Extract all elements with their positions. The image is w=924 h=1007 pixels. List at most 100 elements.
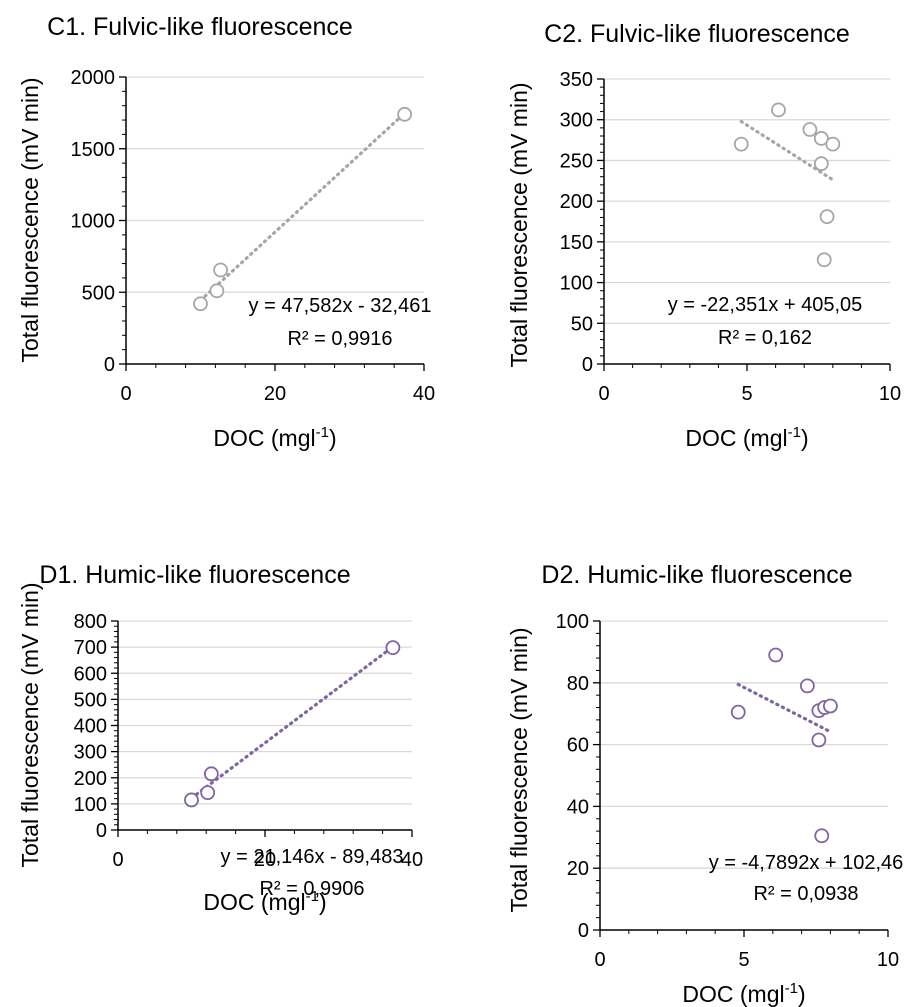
x-tick-label: 10 xyxy=(879,383,901,405)
r-squared: R² = 0,162 xyxy=(718,327,812,349)
x-axis-label-close: ) xyxy=(329,425,337,451)
y-tick-label: 0 xyxy=(104,354,115,376)
y-tick-label: 40 xyxy=(567,796,589,818)
y-tick-label: 100 xyxy=(74,794,107,816)
x-axis-label-close: ) xyxy=(319,889,327,915)
chart-d2: D2. Humic-like fluorescence 0 20 40 60 80 100 0… xyxy=(506,561,903,1007)
chart-title: D2. Humic-like fluorescence xyxy=(541,561,852,589)
x-axis-label-superscript: -1 xyxy=(316,424,329,441)
y-tick-label: 50 xyxy=(571,313,593,335)
trendline xyxy=(739,119,835,182)
data-point xyxy=(771,102,786,118)
trendline xyxy=(198,111,407,302)
x-tick-label: 20 xyxy=(264,383,286,405)
data-point xyxy=(814,828,830,844)
chart-c2: C2. Fulvic-like fluorescence 0 50 100 150 200… xyxy=(506,20,901,451)
x-tick-label: 40 xyxy=(413,383,435,405)
trend-equation: y = -22,351x + 405,05 xyxy=(668,294,863,316)
y-tick-label: 2000 xyxy=(71,67,116,89)
y-tick-label: 400 xyxy=(74,716,107,738)
x-axis-label-main: DOC (mgl xyxy=(685,425,787,451)
y-tick-label: 300 xyxy=(74,742,107,764)
trendline xyxy=(189,645,395,800)
y-axis-label: Total fluorescence (mV min) xyxy=(506,627,532,912)
chart-c1: C1. Fulvic-like fluorescence 0 500 1000 1500… xyxy=(17,13,435,451)
y-tick-label: 600 xyxy=(74,663,107,685)
x-axis-label-superscript: -1 xyxy=(788,424,801,441)
y-tick-label: 60 xyxy=(567,735,589,757)
data-point xyxy=(200,785,216,801)
x-axis-label-superscript: -1 xyxy=(785,980,798,997)
x-axis-label-main: DOC (mgl xyxy=(213,425,315,451)
data-point xyxy=(209,283,225,299)
data-point xyxy=(811,732,827,748)
data-point xyxy=(819,209,835,225)
r-squared: R² = 0,9916 xyxy=(287,328,392,350)
y-tick-label: 0 xyxy=(582,354,593,376)
data-point xyxy=(203,766,219,782)
data-point xyxy=(813,131,829,146)
data-point xyxy=(813,156,829,172)
x-tick-label: 0 xyxy=(120,383,131,405)
chart-title: C1. Fulvic-like fluorescence xyxy=(47,13,353,41)
y-axis-label: Total fluorescence (mV min) xyxy=(17,77,43,362)
x-axis-label: DOC (mgl-1) xyxy=(685,424,808,451)
data-point xyxy=(816,252,832,268)
x-axis-label-main: DOC (mgl xyxy=(682,981,784,1007)
y-tick-label: 500 xyxy=(82,282,115,304)
r-squared: R² = 0,9906 xyxy=(259,878,364,900)
data-point xyxy=(733,136,749,152)
y-tick-label: 80 xyxy=(567,673,589,695)
trend-equation: y = -4,7892x + 102,46 xyxy=(709,852,904,874)
y-tick-label: 1000 xyxy=(71,211,116,233)
x-tick-label: 0 xyxy=(594,949,605,971)
y-tick-label: 300 xyxy=(560,110,593,132)
trend-equation: y = 21,146x - 89,483 xyxy=(221,846,404,868)
y-axis-label: Total fluorescence (mV min) xyxy=(506,82,532,367)
y-tick-label: 150 xyxy=(560,232,593,254)
y-tick-label: 700 xyxy=(74,637,107,659)
chart-title: C2. Fulvic-like fluorescence xyxy=(544,20,850,48)
chart-title: D1. Humic-like fluorescence xyxy=(39,561,350,589)
trendline xyxy=(736,682,833,734)
y-tick-label: 0 xyxy=(578,920,589,942)
y-tick-label: 100 xyxy=(560,273,593,295)
data-point xyxy=(768,647,784,663)
x-axis-label-main: DOC (mgl xyxy=(203,889,305,915)
y-tick-label: 0 xyxy=(96,820,107,842)
x-axis-label-close: ) xyxy=(801,425,809,451)
y-tick-label: 500 xyxy=(74,689,107,711)
x-tick-label: 0 xyxy=(112,849,123,871)
x-axis-label: DOC (mgl-1) xyxy=(213,424,336,451)
y-tick-label: 1500 xyxy=(71,139,116,161)
data-point xyxy=(184,792,199,808)
data-point xyxy=(799,678,815,694)
trend-equation: y = 47,582x - 32,461 xyxy=(249,295,432,317)
data-point xyxy=(823,698,838,714)
y-tick-label: 350 xyxy=(560,69,593,91)
x-tick-label: 5 xyxy=(741,383,752,405)
data-point xyxy=(802,122,818,137)
y-tick-label: 20 xyxy=(567,858,589,880)
y-tick-label: 200 xyxy=(74,768,107,790)
x-axis-label: DOC (mgl-1) xyxy=(203,888,326,915)
y-tick-label: 100 xyxy=(556,611,589,633)
x-tick-label: 10 xyxy=(877,949,899,971)
y-tick-label: 250 xyxy=(560,150,593,172)
r-squared: R² = 0,0938 xyxy=(753,883,858,905)
chart-d1: D1. Humic-like fluorescence0100200300400… xyxy=(17,561,423,915)
x-tick-label: 5 xyxy=(738,949,749,971)
data-point xyxy=(213,262,229,278)
x-tick-label: 20 xyxy=(254,849,276,871)
y-axis-label: Total fluorescence (mV min) xyxy=(17,582,43,867)
x-axis-label: DOC (mgl-1) xyxy=(682,980,805,1007)
data-point xyxy=(730,704,746,720)
y-tick-label: 200 xyxy=(560,191,593,213)
x-axis-label-close: ) xyxy=(798,981,806,1007)
data-point xyxy=(193,296,208,312)
x-tick-label: 40 xyxy=(401,849,423,871)
data-point xyxy=(825,136,841,152)
y-tick-label: 800 xyxy=(74,611,107,633)
